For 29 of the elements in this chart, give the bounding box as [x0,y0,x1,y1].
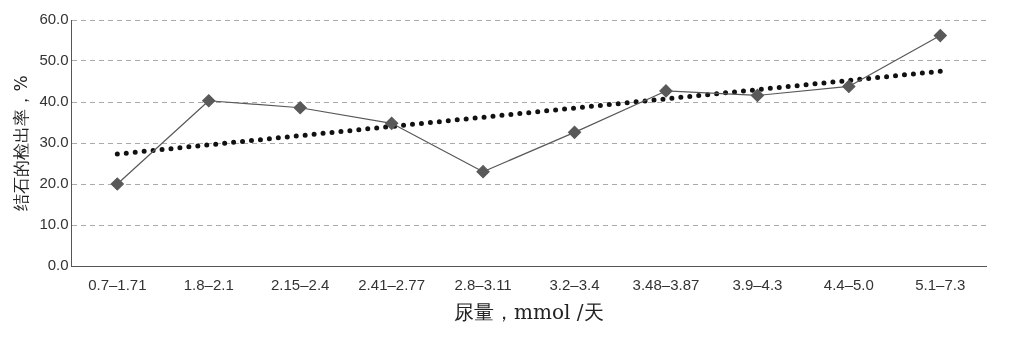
point [385,116,399,130]
y-tick-label: 60.0 [39,10,69,28]
point [567,125,582,139]
y-tick-label: 30.0 [39,133,69,151]
y-tick-label: 20.0 [39,174,69,192]
point [293,101,307,115]
y-tick-label: 40.0 [39,92,69,110]
y-tick-label: 0.0 [47,256,69,274]
x-tick-label: 4.4–5.0 [823,276,874,294]
x-tick-label: 1.8–2.1 [183,276,234,294]
point [659,84,673,98]
x-tick-label: 2.8–3.11 [454,276,512,294]
point [110,177,124,191]
x-tick-label: 2.15–2.4 [271,276,330,294]
point [202,94,216,108]
x-tick-label: 5.1–7.3 [915,276,966,294]
y-tick-label: 10.0 [39,215,69,233]
x-tick-label: 0.7–1.71 [88,276,147,294]
point [750,88,764,103]
point [842,79,856,94]
x-axis-title: 尿量，mmol /天 [454,300,604,325]
x-tick-label: 3.9–4.3 [732,276,783,294]
y-tick-label: 50.0 [39,51,69,69]
point [476,165,490,179]
point [933,28,947,43]
x-tick-label: 2.41–2.77 [358,276,425,294]
y-axis-title: 结石的检出率，% [10,75,31,211]
x-tick-label: 3.2–3.4 [549,276,600,294]
x-tick-label: 3.48–3.87 [632,276,700,294]
